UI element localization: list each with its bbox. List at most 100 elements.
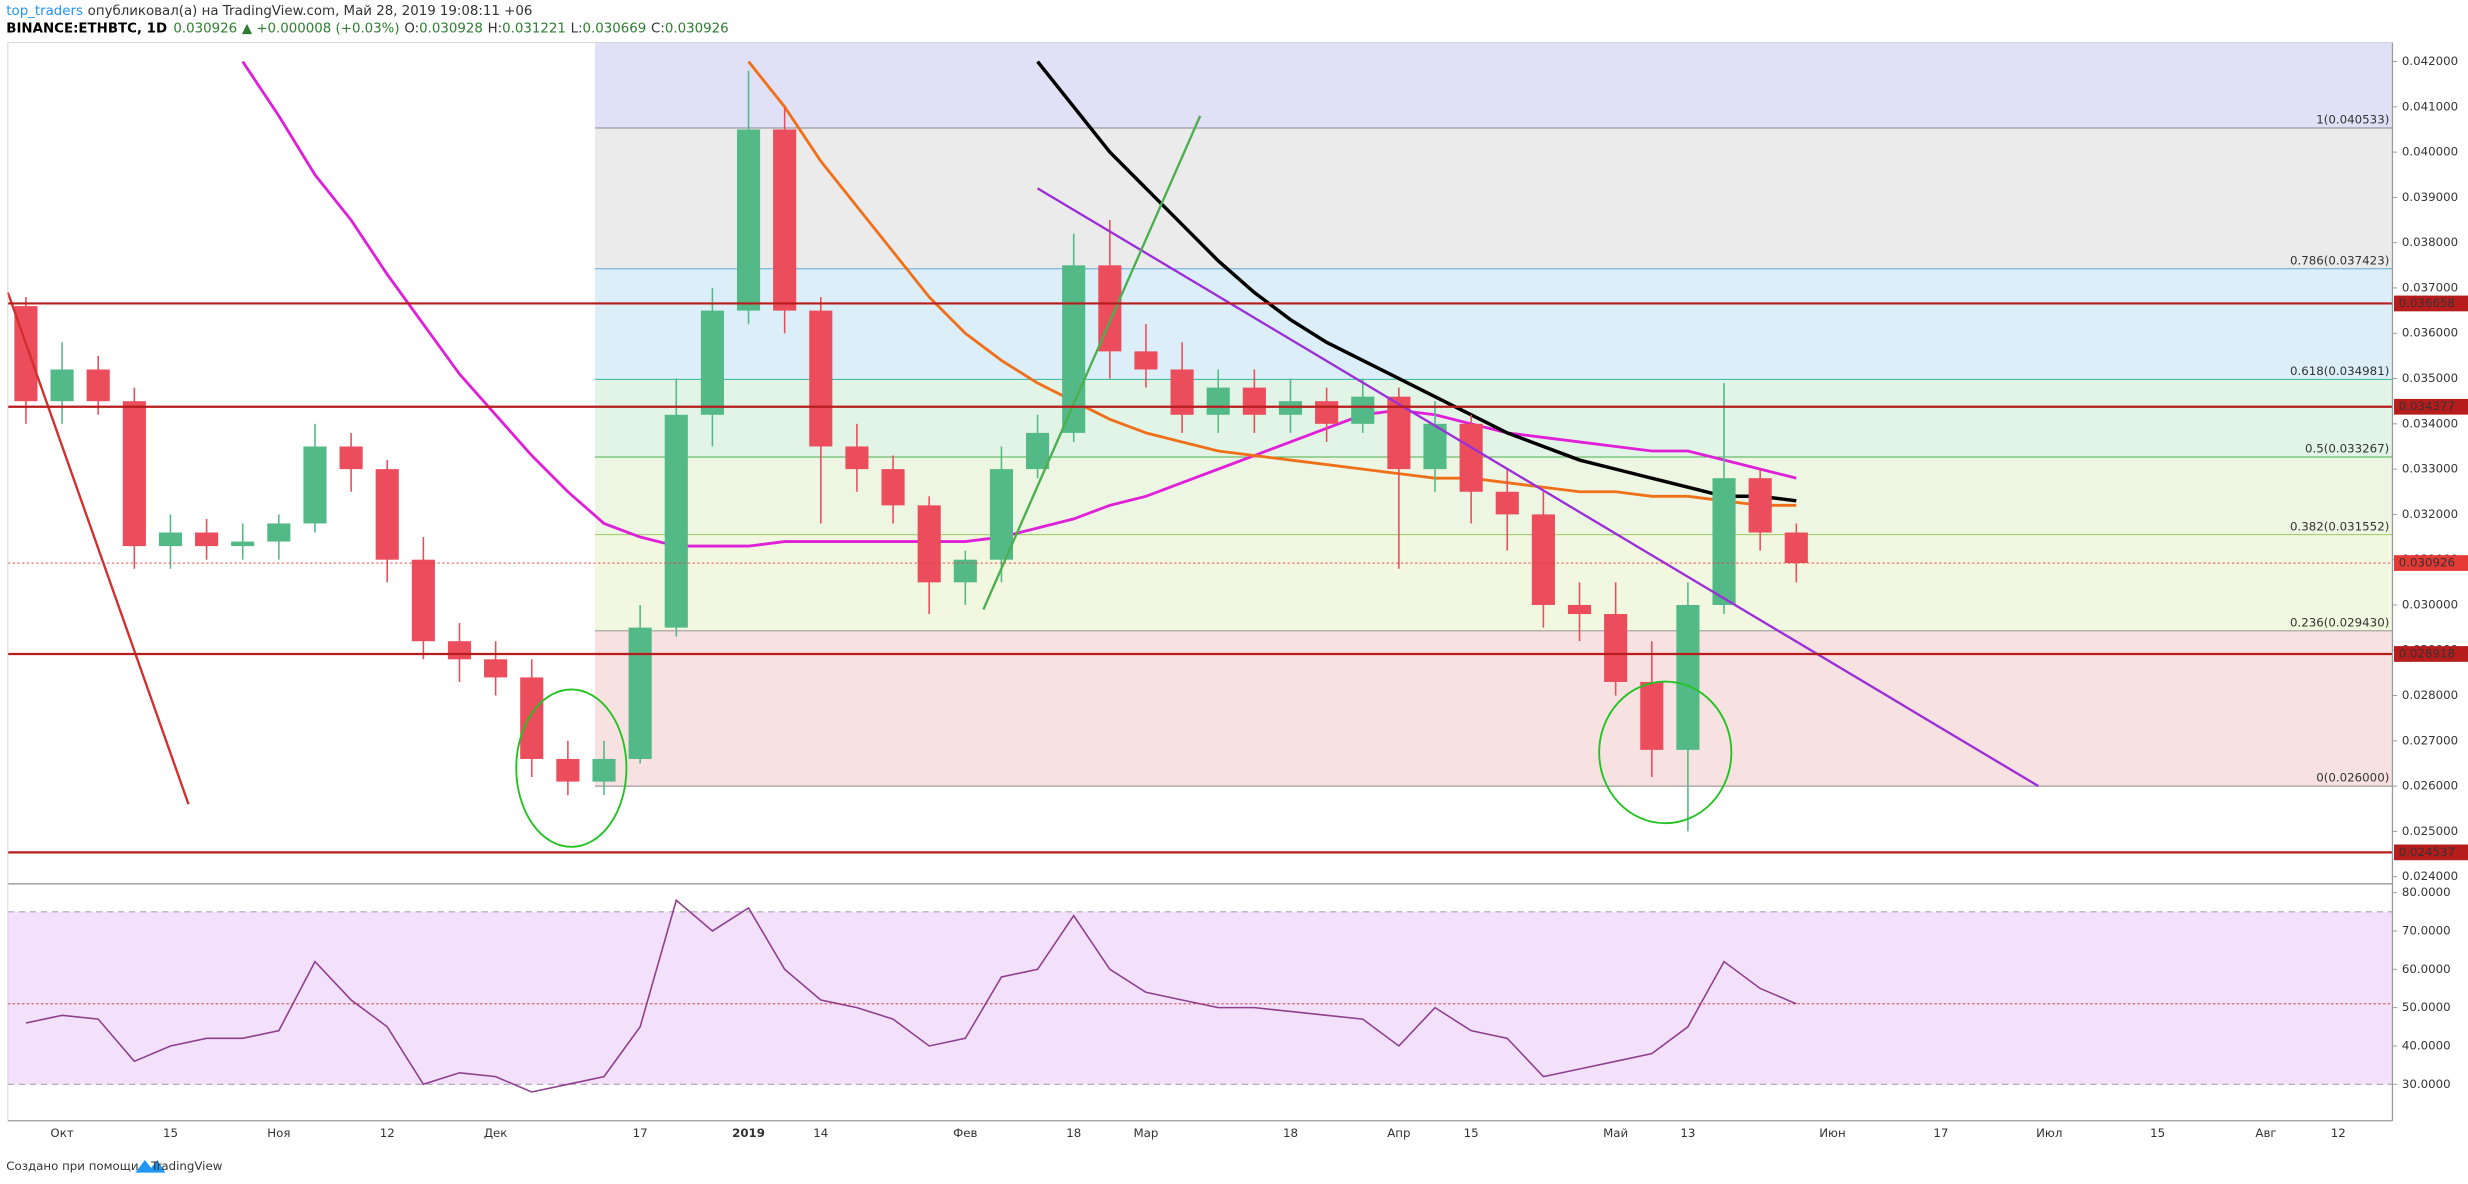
ohlc-value: 0.031221 xyxy=(502,21,566,36)
x-tick-label: Июн xyxy=(1819,1126,1845,1140)
y-tick-label: 0.037000 xyxy=(2402,280,2458,294)
candle-body xyxy=(520,677,544,759)
candle-body xyxy=(1387,396,1411,470)
x-tick-label: 17 xyxy=(633,1126,648,1140)
fib-label: 0.5(0.033267) xyxy=(2305,442,2389,456)
highlight-ellipse xyxy=(515,688,628,848)
candle-body xyxy=(664,414,688,628)
candle-body xyxy=(592,758,616,782)
y-tick-label: 0.035000 xyxy=(2402,371,2458,385)
y-tick-label: 0.033000 xyxy=(2402,462,2458,476)
x-tick-label: 17 xyxy=(1933,1126,1948,1140)
fib-label: 0.618(0.034981) xyxy=(2290,364,2389,378)
x-tick-label: 18 xyxy=(1066,1126,1081,1140)
x-tick-label: Май xyxy=(1603,1126,1628,1140)
candle-body xyxy=(158,532,183,547)
rsi-band xyxy=(7,911,2393,1085)
y-tick-label: 0.041000 xyxy=(2402,99,2458,113)
candle-body xyxy=(195,532,219,547)
user[interactable]: top_traders xyxy=(6,4,83,19)
x-tick-label: 15 xyxy=(1464,1126,1479,1140)
fib-label: 1(0.040533) xyxy=(2316,113,2389,127)
fib-label: 0.786(0.037423) xyxy=(2290,253,2389,267)
moving-average xyxy=(747,60,1797,507)
fib-zone xyxy=(594,379,2393,458)
x-tick-label: 18 xyxy=(1283,1126,1298,1140)
trendline xyxy=(982,115,1202,610)
trendline xyxy=(1036,187,2039,788)
ohlc-key: C: xyxy=(651,21,665,36)
level-tag-label: 0.034377 xyxy=(2399,399,2455,413)
candle-body xyxy=(1134,351,1158,370)
x-tick-label: 2019 xyxy=(732,1126,765,1140)
level-tag-label: 0.028918 xyxy=(2399,646,2455,660)
candle-body xyxy=(1459,423,1483,492)
ohlc-key: O: xyxy=(404,21,419,36)
y-tick-label: 0.030000 xyxy=(2402,597,2458,611)
y-tick-label: 70.0000 xyxy=(2402,923,2451,937)
x-tick-label: 15 xyxy=(2150,1126,2165,1140)
x-tick-label: Апр xyxy=(1387,1126,1410,1140)
candle-body xyxy=(1098,265,1122,352)
y-tick-label: 0.036000 xyxy=(2402,326,2458,340)
x-tick-label: Дек xyxy=(484,1126,508,1140)
brand[interactable]: TradingView xyxy=(150,1159,223,1173)
change: ▲ +0.000008 (+0.03%) xyxy=(242,21,400,36)
y-tick-label: 0.027000 xyxy=(2402,733,2458,747)
x-tick-label: Мар xyxy=(1134,1126,1159,1140)
candle-body xyxy=(1351,396,1375,424)
candle-body xyxy=(484,659,508,678)
candle-body xyxy=(1531,514,1555,605)
x-tick-label: Фев xyxy=(953,1126,977,1140)
candle-body xyxy=(1748,478,1772,533)
fib-zone xyxy=(594,42,2393,128)
candle-body xyxy=(411,559,435,642)
y-tick-label: 0.038000 xyxy=(2402,235,2458,249)
candle-body xyxy=(556,758,580,782)
symbol: BINANCE:ETHBTC, 1D xyxy=(6,21,167,36)
ohlc-value: 0.030928 xyxy=(419,21,483,36)
last-price-label: 0.030926 xyxy=(2399,556,2455,570)
candle-body xyxy=(917,505,941,583)
y-tick-label: 0.042000 xyxy=(2402,54,2458,68)
candle-body xyxy=(773,129,797,311)
ohlc-key: L: xyxy=(571,21,583,36)
candle-body xyxy=(953,559,977,583)
candle-body xyxy=(700,310,724,415)
x-tick-label: 12 xyxy=(2331,1126,2346,1140)
ohlc-value: 0.030669 xyxy=(583,21,647,36)
y-tick-label: 50.0000 xyxy=(2402,1000,2451,1014)
y-tick-label: 80.0000 xyxy=(2402,885,2451,899)
x-tick-label: Июл xyxy=(2036,1126,2062,1140)
candle-body xyxy=(1278,401,1303,415)
header-line: top_traders опубликовал(а) на TradingView… xyxy=(6,3,532,19)
moving-average xyxy=(1036,60,1797,503)
candle-body xyxy=(1423,423,1447,470)
fib-zone xyxy=(594,534,2393,631)
y-tick-label: 0.026000 xyxy=(2402,779,2458,793)
y-tick-label: 0.032000 xyxy=(2402,507,2458,521)
published: опубликовал(а) на TradingView.com, Май 2… xyxy=(88,3,533,19)
candle-body xyxy=(809,310,833,447)
candle-body xyxy=(303,446,327,524)
candle-body xyxy=(1604,614,1628,682)
highlight-ellipse xyxy=(1598,680,1733,825)
level-tag xyxy=(2394,646,2468,662)
level-tag-label: 0.024537 xyxy=(2399,845,2455,859)
candle-body xyxy=(1676,604,1700,750)
fib-label: 0.382(0.031552) xyxy=(2290,519,2389,533)
level-tag-label: 0.036658 xyxy=(2399,296,2455,310)
rsi-line xyxy=(25,898,1797,1093)
fib-zone xyxy=(594,127,2393,269)
ohlc-key: H: xyxy=(488,21,503,36)
x-tick-label: 13 xyxy=(1680,1126,1695,1140)
x-tick-label: 15 xyxy=(163,1126,178,1140)
y-tick-label: 40.0000 xyxy=(2402,1038,2451,1052)
candle-body xyxy=(231,541,255,547)
candle-body xyxy=(1170,369,1194,415)
candle-body xyxy=(1567,604,1592,615)
y-tick-label: 60.0000 xyxy=(2402,962,2451,976)
brand-logo[interactable] xyxy=(135,1160,166,1173)
y-tick-label: 0.034000 xyxy=(2402,416,2458,430)
